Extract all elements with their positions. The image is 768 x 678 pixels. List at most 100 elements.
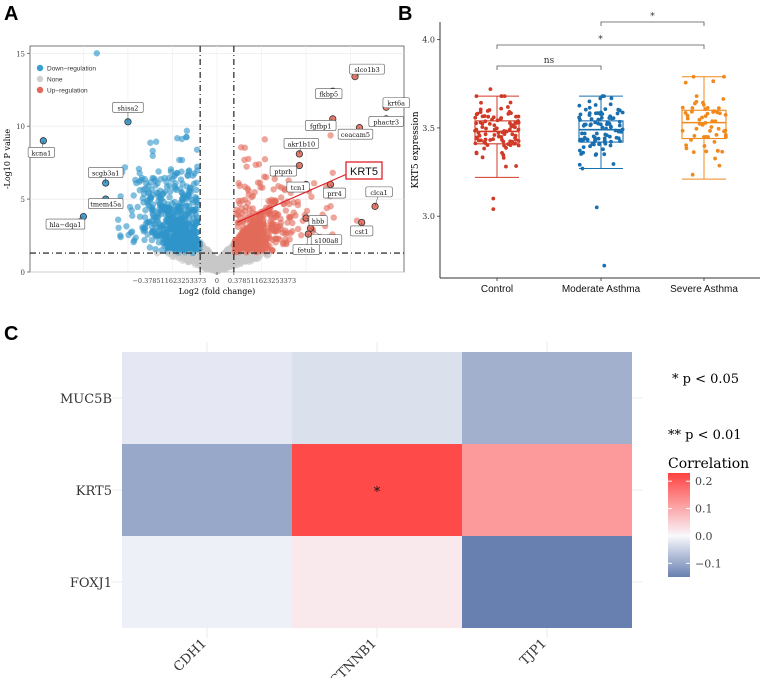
volcano-point-down <box>184 209 191 216</box>
box-data-point <box>594 205 599 210</box>
box-data-point <box>504 164 508 169</box>
box-data-point <box>602 263 607 268</box>
box-data-point <box>711 79 716 84</box>
box-data-point <box>708 129 712 133</box>
volcano-point-up <box>240 224 247 232</box>
volcano-point-down <box>159 223 166 230</box>
box-data-point <box>480 125 485 129</box>
box-data-point <box>492 133 497 137</box>
box-data-point <box>473 115 478 120</box>
panel-label-c: C <box>4 323 18 345</box>
box-data-point <box>620 127 625 132</box>
volcano-point-up <box>277 194 285 201</box>
volcano-point-down <box>193 229 200 236</box>
krt5-highlight-box <box>345 161 383 180</box>
box-data-point <box>577 162 582 167</box>
volcano-label-box <box>323 187 347 199</box>
volcano-point-down <box>189 249 197 257</box>
krt5-highlight-label: KRT5 <box>350 166 378 178</box>
box-data-point <box>514 164 519 168</box>
heatmap-legend-title: Correlation <box>668 456 749 472</box>
box-data-point <box>716 106 721 111</box>
box-data-point <box>474 94 479 99</box>
box-data-point <box>611 162 616 166</box>
volcano-point-down <box>193 214 200 221</box>
volcano-gene-label: akr1b10 <box>288 140 316 148</box>
volcano-label-box <box>27 146 55 158</box>
volcano-legend-label: None <box>47 77 63 84</box>
volcano-point-down <box>152 138 160 145</box>
volcano-label-box <box>305 120 337 131</box>
volcano-point-up <box>266 229 273 236</box>
box-data-point <box>507 127 512 132</box>
volcano-point-down <box>190 208 198 216</box>
volcano-point-up <box>329 169 336 176</box>
box-data-point <box>578 118 582 122</box>
box-data-point <box>513 120 518 125</box>
volcano-point-down <box>154 180 161 187</box>
box-data-point <box>692 133 697 138</box>
volcano-point-up <box>277 215 284 223</box>
volcano-label-box <box>88 198 124 209</box>
heatmap-column-label: TJP1 <box>517 636 549 668</box>
box-data-point <box>693 101 697 106</box>
box-x-tick-label: Moderate Asthma <box>562 284 641 295</box>
volcano-legend-swatch <box>36 64 44 72</box>
box-data-point <box>491 207 496 212</box>
heatmap-cell <box>292 536 462 628</box>
box-data-point <box>704 149 709 154</box>
volcano-point-down <box>147 139 154 146</box>
box-data-point <box>620 110 625 115</box>
box-data-point <box>598 96 603 101</box>
volcano-label-box <box>315 88 343 99</box>
box-data-point <box>587 99 592 104</box>
volcano-point-up <box>245 155 252 163</box>
volcano-label-box <box>45 218 86 230</box>
box-data-point <box>480 155 485 160</box>
box-data-point <box>702 135 706 139</box>
heatmap-cell <box>122 536 292 628</box>
volcano-gene-label: tmem45a <box>90 201 121 209</box>
volcano-gene-label: tcn1 <box>291 184 306 192</box>
volcano-point-up <box>255 224 262 231</box>
volcano-point-none <box>203 265 210 272</box>
box-data-point <box>487 121 492 126</box>
heatmap-row-label: MUC5B <box>60 392 112 407</box>
volcano-point-down <box>177 176 185 183</box>
volcano-point-up <box>269 246 276 254</box>
volcano-label-box <box>349 63 385 75</box>
volcano-point-down <box>138 174 146 182</box>
volcano-point-up <box>247 223 254 231</box>
box-data-point <box>486 114 491 119</box>
volcano-point-down <box>166 193 173 201</box>
box-data-point <box>691 150 696 155</box>
box-data-point <box>508 100 513 105</box>
box-data-point <box>717 111 722 116</box>
box-data-point <box>501 156 506 160</box>
box-y-tick-label: 3.5 <box>422 124 435 133</box>
box-data-point <box>474 136 479 141</box>
box-data-point <box>722 74 726 79</box>
volcano-gene-label: shisa2 <box>117 104 138 112</box>
box-data-point <box>508 121 512 126</box>
volcano-point-up <box>251 188 258 196</box>
volcano-gene-label: s100a8 <box>315 237 339 245</box>
volcano-point-down <box>193 179 200 186</box>
box-data-point <box>577 148 582 153</box>
box-data-point <box>588 123 593 128</box>
volcano-point-up <box>287 229 294 237</box>
volcano-gene-label: clca1 <box>370 189 387 197</box>
box-data-point <box>700 115 704 120</box>
box-data-point <box>594 131 599 136</box>
volcano-gene-label: scgb3a1 <box>92 170 119 178</box>
volcano-point-down <box>183 183 190 190</box>
volcano-gene-label: ptprh <box>274 168 292 176</box>
volcano-point-down <box>157 211 164 218</box>
box-significance-bracket <box>496 44 705 49</box>
krt5-highlight-connector <box>236 173 348 223</box>
box-data-point <box>581 150 586 155</box>
box-y-axis-title: KRT5 expression <box>411 111 421 188</box>
volcano-point-down <box>93 50 100 57</box>
heatmap-row-label: FOXJ1 <box>70 576 112 591</box>
box-data-point <box>583 122 588 127</box>
